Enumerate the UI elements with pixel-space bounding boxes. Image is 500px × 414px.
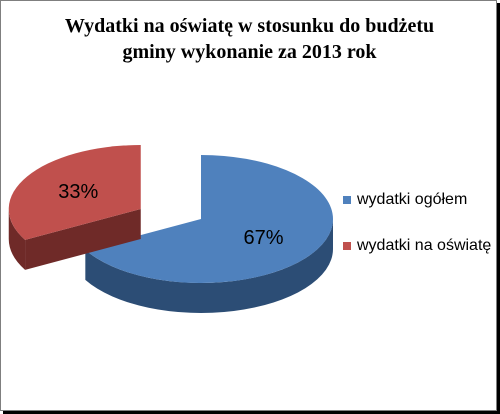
legend-swatch-total	[343, 196, 351, 204]
data-label-layer: 67% 33%	[58, 181, 283, 249]
pie-slice-side-education	[8, 209, 26, 270]
chart-title: Wydatki na oświatę w stosunku do budżetu…	[1, 13, 498, 65]
pie-slice-top-total	[85, 155, 333, 283]
legend-item-education: wydatki na oświatę	[343, 235, 493, 257]
pie-layer	[8, 145, 333, 314]
pie-slice-total	[85, 155, 333, 314]
chart-title-line-1: Wydatki na oświatę w stosunku do budżetu	[64, 15, 435, 37]
data-label-total: 67%	[243, 227, 283, 249]
legend: wydatki ogółem wydatki na oświatę	[343, 189, 493, 281]
pie-slice-side-total	[85, 219, 333, 314]
pie-slice-education	[8, 145, 141, 270]
pie-slice-top-education	[8, 145, 141, 240]
legend-label-total: wydatki ogółem	[357, 191, 468, 208]
legend-item-total: wydatki ogółem	[343, 189, 493, 211]
data-label-education: 33%	[58, 181, 98, 203]
legend-swatch-education	[343, 242, 351, 250]
chart-title-line-2: gminy wykonanie za 2013 rok	[122, 41, 377, 63]
pie-slice-cut2-education	[25, 209, 141, 270]
legend-label-education: wydatki na oświatę	[357, 237, 492, 254]
